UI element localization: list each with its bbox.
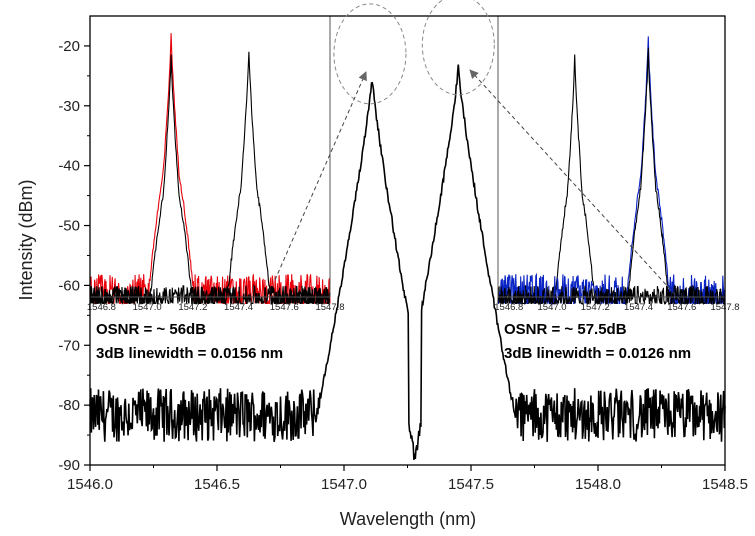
inset-2-annotation-1: OSNR = ~ 57.5dB (504, 321, 627, 338)
inset-2-annotation-2: 3dB linewidth = 0.0126 nm (504, 345, 691, 362)
inset-1: 1546.8 1547.0 1547.2 1547.4 1547.6 1547.8 (87, 15, 345, 313)
x-axis-label: Wavelength (nm) (340, 509, 476, 529)
y-tick-label: -60 (58, 277, 80, 294)
inset-x-tick-label: 1547.0 (133, 302, 162, 313)
main-spectrum-trace (89, 64, 726, 460)
y-tick-label: -90 (58, 457, 80, 474)
x-tick-label: 1548.0 (575, 476, 621, 493)
frame-layer: 1546.0 1546.5 1547.0 1547.5 1548.0 1548.5 -20 -… (58, 15, 748, 493)
y-tick-label: -40 (58, 158, 80, 175)
inset-background (90, 16, 330, 297)
inset-x-tick-label: 1547.6 (667, 302, 696, 313)
inset-x-tick-label: 1547.2 (581, 302, 610, 313)
x-tick-label: 1546.0 (67, 476, 113, 493)
inset-x-tick-label: 1547.4 (624, 302, 653, 313)
annotation-layer: OSNR = ~ 56dB 3dB linewidth = 0.0156 nm OS… (96, 0, 691, 362)
peak-highlight-circle (333, 3, 407, 105)
inset-x-tick-label: 1547.0 (538, 302, 567, 313)
peak-highlight-circle (421, 0, 495, 96)
x-tick-label: 1546.5 (194, 476, 240, 493)
zoom-arrow-left (274, 71, 367, 281)
inset-x-tick-label: 1547.2 (178, 302, 207, 313)
zoom-arrow-right (469, 69, 681, 301)
x-tick-label: 1547.0 (321, 476, 367, 493)
inset-1-annotation-2: 3dB linewidth = 0.0156 nm (96, 345, 283, 362)
y-axis-label: Intensity (dBm) (16, 179, 36, 300)
inset-background (498, 16, 725, 297)
inset-1-annotation-1: OSNR = ~ 56dB (96, 321, 206, 338)
inset-x-tick-label: 1547.4 (224, 302, 253, 313)
inset-x-tick-label: 1546.8 (87, 302, 116, 313)
inset-layer: 1546.8 1547.0 1547.2 1547.4 1547.6 1547.8 1546… (87, 15, 740, 313)
x-tick-label: 1548.5 (702, 476, 748, 493)
y-tick-label: -50 (58, 218, 80, 235)
y-tick-label: -70 (58, 337, 80, 354)
y-tick-label: -20 (58, 38, 80, 55)
main-trace-layer (89, 64, 726, 460)
inset-x-tick-label: 1547.8 (315, 302, 344, 313)
inset-2-trace-3 (497, 47, 726, 306)
y-tick-label: -80 (58, 397, 80, 414)
inset-2: 1546.8 1547.0 1547.2 1547.4 1547.6 1547.8 (494, 15, 740, 313)
inset-x-tick-label: 1547.6 (270, 302, 299, 313)
x-tick-label: 1547.5 (448, 476, 494, 493)
inset-x-tick-label: 1546.8 (494, 302, 523, 313)
y-tick-label: -30 (58, 98, 80, 115)
